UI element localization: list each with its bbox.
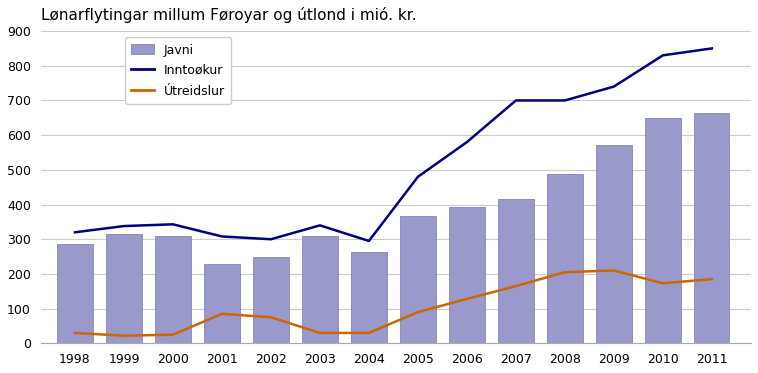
Bar — [351, 252, 387, 343]
Bar — [106, 234, 142, 343]
Text: Lønarflytingar millum Føroyar og útlond i mió. kr.: Lønarflytingar millum Føroyar og útlond … — [41, 7, 416, 23]
Bar — [400, 216, 436, 343]
Bar — [547, 174, 582, 343]
Bar — [302, 236, 337, 343]
Bar — [645, 119, 681, 343]
Bar — [694, 113, 729, 343]
Bar — [205, 264, 240, 343]
Bar — [597, 144, 631, 343]
Bar — [58, 244, 92, 343]
Bar — [449, 207, 484, 343]
Legend: Javni, Inntoøkur, Útreidslur: Javni, Inntoøkur, Útreidslur — [125, 37, 231, 104]
Bar — [253, 257, 289, 343]
Bar — [155, 236, 190, 343]
Bar — [498, 199, 534, 343]
